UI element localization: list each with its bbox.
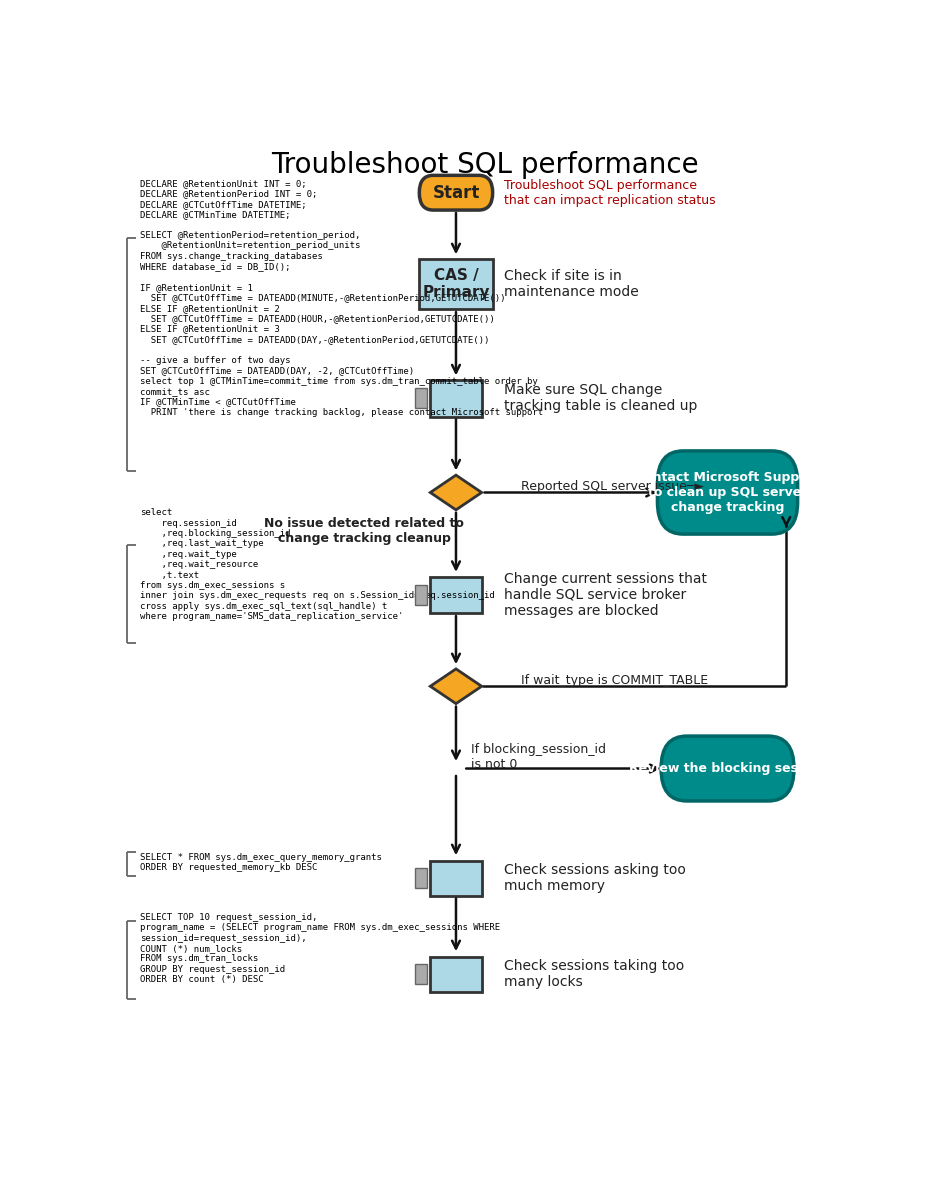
FancyBboxPatch shape — [661, 736, 794, 801]
FancyBboxPatch shape — [430, 577, 482, 614]
Bar — [415, 388, 426, 408]
Polygon shape — [430, 475, 482, 510]
Text: If blocking_session_id
is not 0: If blocking_session_id is not 0 — [471, 743, 606, 770]
Polygon shape — [430, 669, 482, 704]
FancyBboxPatch shape — [657, 451, 797, 534]
Text: CAS /
Primary: CAS / Primary — [422, 268, 490, 300]
Text: Make sure SQL change
tracking table is cleaned up: Make sure SQL change tracking table is c… — [504, 383, 697, 413]
FancyBboxPatch shape — [430, 957, 482, 991]
FancyBboxPatch shape — [430, 380, 482, 417]
Text: Reported SQL server issue─►: Reported SQL server issue─► — [521, 480, 704, 493]
Text: SELECT * FROM sys.dm_exec_query_memory_grants
ORDER BY requested_memory_kb DESC: SELECT * FROM sys.dm_exec_query_memory_g… — [140, 853, 383, 872]
Text: SELECT TOP 10 request_session_id,
program_name = (SELECT program_name FROM sys.d: SELECT TOP 10 request_session_id, progra… — [140, 913, 501, 984]
Text: Troubleshoot SQL performance: Troubleshoot SQL performance — [272, 151, 699, 179]
Text: Troubleshoot SQL performance
that can impact replication status: Troubleshoot SQL performance that can im… — [504, 179, 715, 207]
Text: Review the blocking session: Review the blocking session — [629, 762, 827, 775]
FancyBboxPatch shape — [420, 259, 492, 310]
FancyBboxPatch shape — [430, 861, 482, 895]
Bar — [415, 964, 426, 984]
Text: Change current sessions that
handle SQL service broker
messages are blocked: Change current sessions that handle SQL … — [504, 572, 706, 618]
Text: No issue detected related to
change tracking cleanup: No issue detected related to change trac… — [264, 516, 464, 545]
Bar — [415, 585, 426, 605]
Text: Check sessions asking too
much memory: Check sessions asking too much memory — [504, 863, 686, 894]
FancyBboxPatch shape — [420, 176, 492, 210]
Bar — [415, 868, 426, 888]
Text: Check if site is in
maintenance mode: Check if site is in maintenance mode — [504, 269, 638, 299]
Text: Check sessions taking too
many locks: Check sessions taking too many locks — [504, 959, 684, 989]
Text: Contact Microsoft Support
to clean up SQL server
change tracking: Contact Microsoft Support to clean up SQ… — [635, 471, 820, 514]
Text: DECLARE @RetentionUnit INT = 0;
DECLARE @RetentionPeriod INT = 0;
DECLARE @CTCut: DECLARE @RetentionUnit INT = 0; DECLARE … — [140, 179, 549, 417]
Text: Start: Start — [432, 184, 480, 202]
Text: select
    req.session_id
    ,req.blocking_session_id
    ,req.last_wait_type
 : select req.session_id ,req.blocking_sess… — [140, 508, 495, 621]
Text: If wait_type is COMMIT_TABLE: If wait_type is COMMIT_TABLE — [521, 674, 707, 687]
